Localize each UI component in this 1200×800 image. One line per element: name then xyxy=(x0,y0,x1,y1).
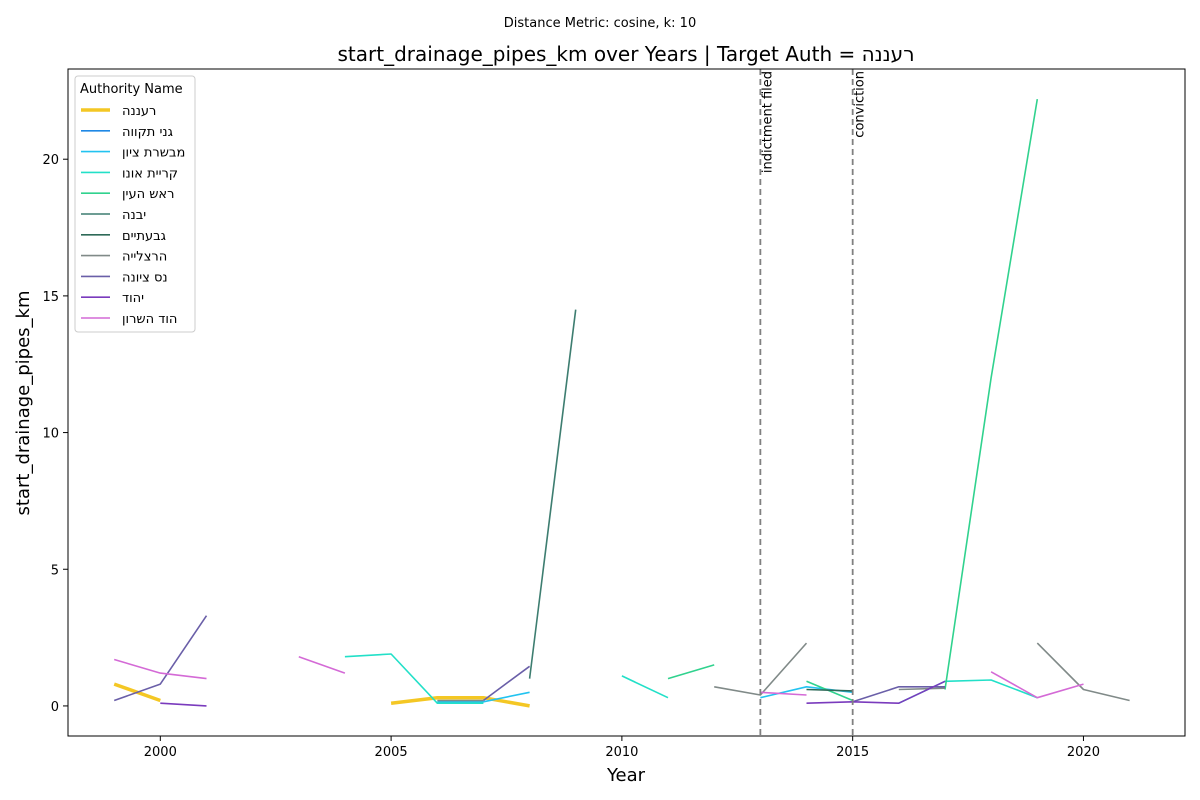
legend-label-3: קריית אונו xyxy=(122,166,178,181)
x-axis: 2000 2005 2010 2015 2020 xyxy=(144,736,1100,760)
series-line-3-segment-0 xyxy=(344,653,484,705)
series-line-10-segment-3 xyxy=(990,671,1084,699)
legend-label-10: הוד השרון xyxy=(122,312,177,327)
legend-label-8: נס ציונה xyxy=(122,270,168,285)
x-tick-label-1: 2005 xyxy=(375,745,408,760)
x-axis-label: Year xyxy=(606,765,646,786)
legend-label-6: גבעתיים xyxy=(122,229,166,244)
legend-label-7: הרצלייה xyxy=(122,250,167,265)
series-line-6-segment-0 xyxy=(806,688,853,692)
series-line-2-segment-0 xyxy=(437,691,530,703)
chart-title: start_drainage_pipes_km over Years | Tar… xyxy=(338,42,915,66)
legend-title: Authority Name xyxy=(80,82,183,97)
legend-label-4: ראש העין xyxy=(122,187,174,202)
y-tick-label-1: 5 xyxy=(51,563,59,578)
x-tick-label-3: 2015 xyxy=(836,745,869,760)
series-line-7-segment-2 xyxy=(898,687,946,691)
series-line-3-segment-2 xyxy=(898,679,1038,704)
legend-label-1: גני תקווה xyxy=(122,125,173,140)
y-tick-label-4: 20 xyxy=(42,153,59,168)
series-line-5-segment-0 xyxy=(528,309,577,679)
event-label-1: conviction xyxy=(853,71,868,138)
series-line-9-segment-0 xyxy=(160,702,207,707)
series-line-10-segment-1 xyxy=(298,655,346,674)
series-line-4-segment-2 xyxy=(944,98,1039,690)
y-tick-label-0: 0 xyxy=(51,700,59,715)
suptitle: Distance Metric: cosine, k: 10 xyxy=(504,16,696,31)
legend-label-2: מבשרת ציון xyxy=(122,146,185,161)
series-line-10-segment-2 xyxy=(760,691,807,696)
series-line-8-segment-2 xyxy=(852,685,945,703)
legend-label-9: יהוד xyxy=(122,291,144,306)
legend-box xyxy=(74,75,196,333)
y-tick-label-3: 15 xyxy=(42,290,59,305)
event-label-0: indictment filed xyxy=(760,71,775,173)
legend: Authority Name רעננה גני תקווה מבשרת ציון ק… xyxy=(74,75,196,333)
x-tick-label-4: 2020 xyxy=(1067,745,1100,760)
legend-label-0: רעננה xyxy=(122,104,156,119)
series-line-9-segment-1 xyxy=(806,680,946,705)
series-line-8-segment-0 xyxy=(113,615,208,702)
series-line-4-segment-0 xyxy=(667,664,715,680)
x-tick-label-0: 2000 xyxy=(144,745,177,760)
series-line-10-segment-0 xyxy=(113,658,207,680)
plot-area: indictment filed conviction xyxy=(113,69,1130,736)
series-line-0-segment-1 xyxy=(390,695,530,708)
plot-frame xyxy=(67,68,1186,737)
y-tick-label-2: 10 xyxy=(42,427,59,442)
y-axis: 0 5 10 15 20 xyxy=(42,153,68,715)
y-axis-label: start_drainage_pipes_km xyxy=(13,291,34,516)
series-line-3-segment-1 xyxy=(621,675,669,699)
series-line-8-segment-1 xyxy=(482,665,531,702)
series-line-2-segment-1 xyxy=(760,685,853,699)
x-tick-label-2: 2010 xyxy=(605,745,638,760)
legend-label-5: יבנה xyxy=(122,208,146,223)
series-line-7-segment-3 xyxy=(1036,642,1130,702)
